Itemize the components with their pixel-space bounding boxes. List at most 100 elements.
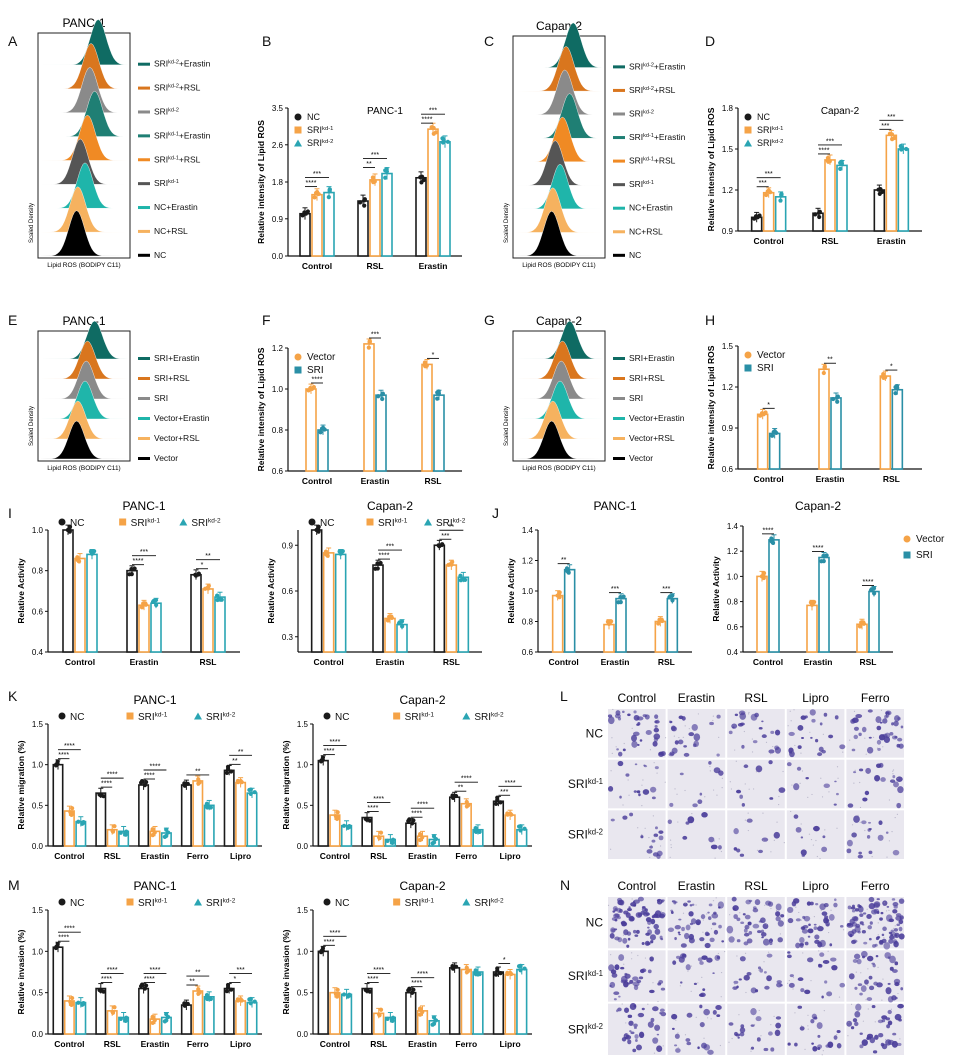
stained-cell (882, 900, 888, 906)
legend-label: SRIkd-1+RSL (154, 154, 201, 164)
panel-letter-M: M (8, 877, 20, 893)
significance-label: *** (881, 123, 889, 130)
data-point (300, 213, 305, 218)
legend-swatch (613, 230, 625, 234)
legend-label: NC (70, 518, 84, 529)
stained-cell (739, 1027, 746, 1033)
data-point (389, 1017, 395, 1022)
column-label: Lipro (802, 879, 829, 893)
stained-cell (627, 713, 631, 717)
stained-cell (847, 905, 852, 910)
data-point (819, 559, 824, 564)
data-point (150, 1014, 155, 1019)
stained-cell (678, 918, 682, 921)
stained-cell (654, 928, 661, 935)
bar (235, 781, 247, 847)
data-point (407, 817, 412, 822)
stained-cell (797, 1005, 803, 1009)
stained-cell (628, 916, 635, 922)
data-point (345, 994, 351, 999)
data-point (429, 125, 434, 130)
stained-cell (814, 934, 820, 940)
y-tick-label: 0.8 (272, 426, 284, 435)
stained-cell (644, 765, 648, 768)
stained-cell (889, 779, 896, 783)
stained-cell (868, 736, 872, 739)
data-point (431, 840, 437, 845)
panel-letter-E: E (8, 312, 18, 328)
legend-label: NC (335, 712, 349, 723)
bar (879, 375, 892, 470)
legend-label: SRIkd-1 (405, 898, 435, 910)
column-label: Ferro (861, 879, 890, 893)
stained-cell (880, 1042, 885, 1047)
y-tick-label: 1.5 (32, 906, 44, 915)
stained-cell (876, 725, 882, 731)
bar (433, 544, 446, 653)
stained-cell (761, 936, 764, 939)
stained-cell (863, 941, 868, 945)
y-tick-label: 1.5 (722, 145, 734, 154)
bar-chart-svg: 0.6 0.9 1.2 1.5 Relative intensity of Lipid … (706, 342, 922, 484)
legend-label: NC (70, 712, 84, 723)
data-point (505, 970, 510, 975)
histogram-curve (514, 420, 604, 460)
x-tick-label: Erastin (877, 236, 906, 246)
data-point (335, 814, 340, 820)
x-tick-label: RSL (883, 474, 900, 484)
significance-label: *** (237, 967, 245, 974)
legend-swatch (138, 397, 150, 400)
stained-cell (678, 715, 684, 720)
stained-cell (768, 760, 773, 765)
bar-chart-J-capan2: Capan-2 0.4 0.6 0.8 1.0 1.2 1.4 Relative Activi… (705, 498, 955, 676)
significance-label: **** (411, 980, 422, 987)
y-tick-label: 1.0 (272, 385, 284, 394)
x-tick-label: RSL (658, 657, 675, 667)
stained-cell (898, 919, 904, 925)
legend-label: SRIkd-2 (154, 106, 179, 116)
data-point (224, 770, 230, 776)
stained-cell (641, 968, 647, 973)
stained-cell (671, 1013, 678, 1020)
stained-cell (834, 780, 837, 783)
stained-cell (793, 814, 799, 819)
bar (384, 617, 396, 653)
stained-cell (718, 924, 722, 929)
histogram-curve (39, 380, 129, 420)
stained-cell (849, 933, 853, 938)
x-tick-label: Erastin (361, 476, 390, 486)
data-point (132, 566, 137, 571)
data-point (112, 824, 117, 829)
stained-cell (739, 1031, 745, 1037)
stained-cell (650, 1017, 655, 1023)
stained-cell (857, 930, 861, 934)
x-tick-label: Erastin (804, 657, 833, 667)
data-point (139, 779, 145, 784)
bar-chart-B: PANC-1 0.0 0.9 1.8 2.6 3.5 Relative intensity … (250, 80, 470, 280)
stained-cell (851, 832, 857, 838)
stained-cell (750, 987, 757, 994)
legend-label: SRIkd-1 (405, 712, 435, 724)
stained-cell (748, 931, 753, 935)
y-tick-label: 1.5 (722, 342, 734, 351)
x-tick-label: Lipro (230, 851, 251, 861)
stained-cell (624, 979, 628, 982)
y-axis-label: Relative intensity of Lipid ROS (706, 107, 716, 231)
stained-cell (699, 792, 703, 796)
data-point (197, 989, 202, 995)
stained-cell (817, 752, 823, 757)
stained-cell (882, 926, 887, 931)
data-point (518, 968, 523, 973)
significance-label: *** (429, 108, 437, 115)
legend-label: SRIkd-1+Erastin (154, 130, 211, 140)
stained-cell (774, 1029, 781, 1037)
data-point (516, 824, 522, 829)
stained-cell (632, 981, 640, 987)
stained-cell (821, 846, 828, 853)
stained-cell (739, 712, 747, 720)
data-point (320, 946, 326, 951)
stained-cell (834, 715, 839, 720)
y-tick-label: 1.0 (522, 587, 534, 596)
stained-cell (693, 982, 697, 986)
stained-cell (815, 902, 819, 906)
